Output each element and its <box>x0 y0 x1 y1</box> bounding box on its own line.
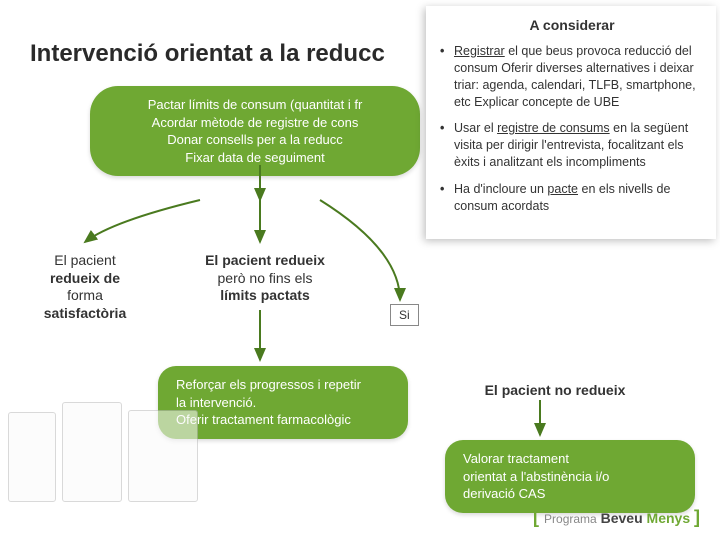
abstinence-box: Valorar tractament orientat a l'abstinèn… <box>445 440 695 513</box>
ci3-pre: Ha d'incloure un <box>454 182 547 196</box>
bracket-open: [ <box>533 507 544 527</box>
outcome1-l4: satisfactòria <box>34 305 136 323</box>
step-line-3: Donar consells per a la reducc <box>108 131 402 149</box>
consider-list: Registrar el que beus provoca reducció d… <box>440 43 704 215</box>
mid-l2: la intervenció. <box>176 394 390 412</box>
bottom-l1: Valorar tractament <box>463 450 677 468</box>
ci3-u: pacte <box>547 182 578 196</box>
consider-item-3: Ha d'incloure un pacte en els nivells de… <box>440 181 704 215</box>
step-line-1: Pactar límits de consum (quantitat i fr <box>108 96 402 114</box>
pamphlet-deco <box>8 392 208 512</box>
bottom-l2: orientat a l'abstinència i/o <box>463 468 677 486</box>
outcome2-l3: límits pactats <box>184 287 346 305</box>
page-title: Intervenció orientat a la reducc <box>30 40 385 68</box>
ci2-pre: Usar el <box>454 121 497 135</box>
step-line-2: Acordar mètode de registre de cons <box>108 114 402 132</box>
consider-title: A considerar <box>440 16 704 35</box>
intervention-steps-box: Pactar límits de consum (quantitat i fr … <box>90 86 420 176</box>
outcome-no-reduction: El pacient no redueix <box>455 378 655 404</box>
outcome-satisfactory: El pacient redueix de forma satisfactòri… <box>30 248 140 326</box>
bracket-close: ] <box>694 507 700 527</box>
mid-l3: Oferir tractament farmacològic <box>176 411 390 429</box>
programa-logo: [ Programa Beveu Menys ] <box>533 507 700 528</box>
ci2-u: registre de consums <box>497 121 610 135</box>
outcome1-l2: redueix de <box>34 270 136 288</box>
logo-programa: Programa <box>544 512 597 526</box>
step-line-4: Fixar data de seguiment <box>108 149 402 167</box>
consider-panel: A considerar Registrar el que beus provo… <box>426 6 716 239</box>
outcome2-l2: però no fins els <box>184 270 346 288</box>
outcome2-l1: El pacient redueix <box>184 252 346 270</box>
outcome-partial: El pacient redueix però no fins els lími… <box>180 248 350 309</box>
consider-item-1: Registrar el que beus provoca reducció d… <box>440 43 704 111</box>
ci1-u: Registrar <box>454 44 505 58</box>
consider-item-2: Usar el registre de consums en la següen… <box>440 120 704 171</box>
outcome3-l1: El pacient no redueix <box>485 382 626 398</box>
logo-menys: Menys <box>647 510 691 526</box>
outcome1-l1: El pacient <box>34 252 136 270</box>
logo-beveu: Beveu <box>601 510 643 526</box>
decision-yes: Si <box>390 304 419 326</box>
outcome1-l3: forma <box>34 287 136 305</box>
bottom-l3: derivació CAS <box>463 485 677 503</box>
mid-l1: Reforçar els progressos i repetir <box>176 376 390 394</box>
